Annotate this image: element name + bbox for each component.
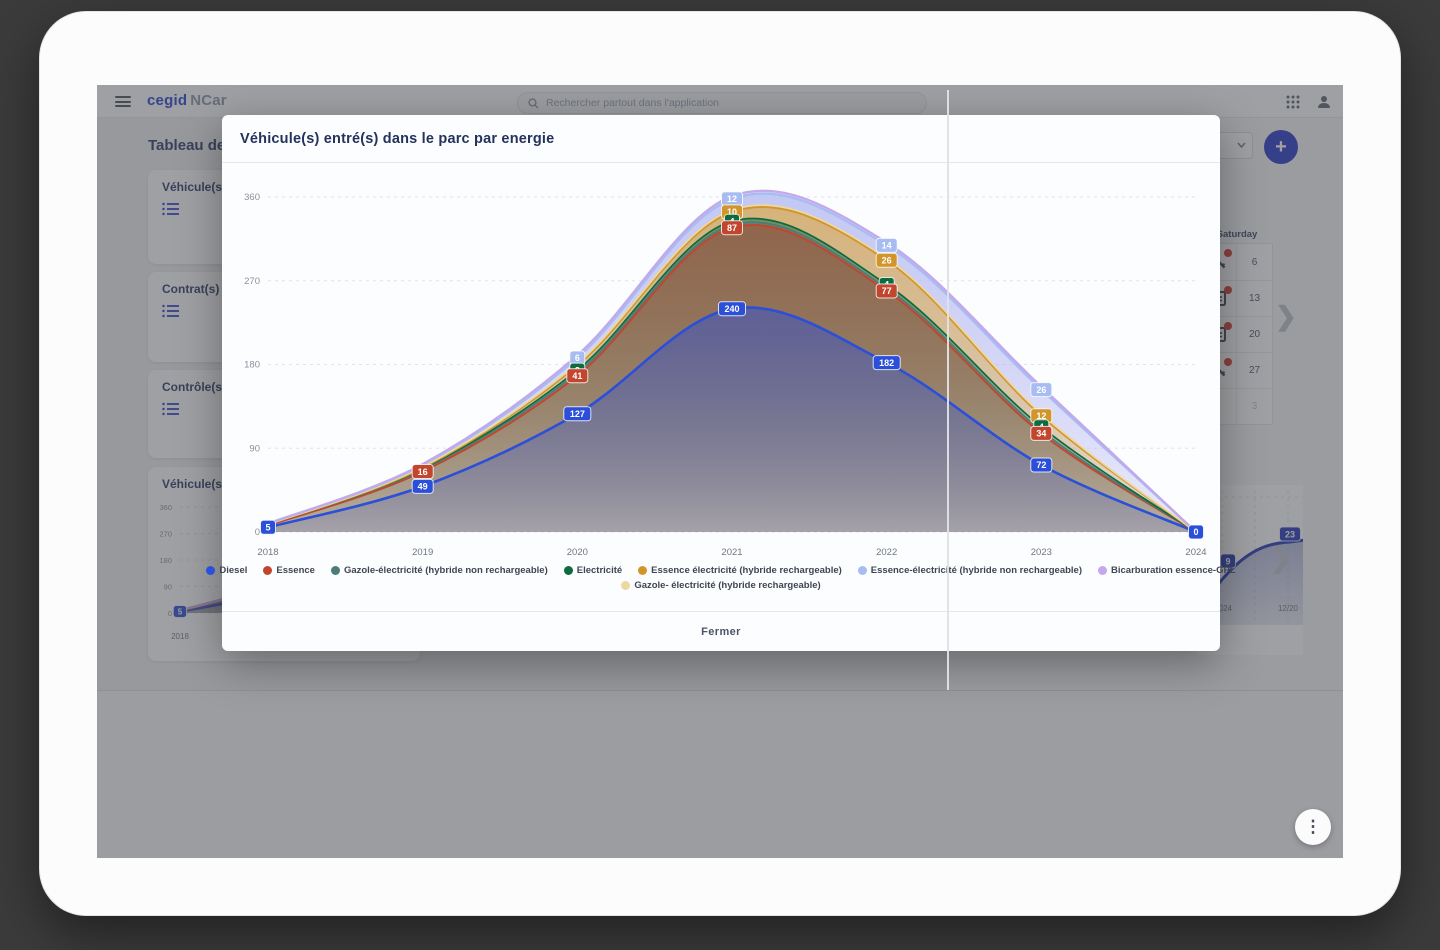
legend-label: Gazole- électricité (hybride rechargeabl…	[634, 580, 821, 591]
data-point-label: 182	[872, 355, 901, 371]
svg-text:10: 10	[727, 207, 737, 217]
legend-color-dot	[263, 566, 273, 575]
legend-item[interactable]: Electricité	[563, 565, 623, 576]
svg-text:87: 87	[727, 223, 737, 233]
chart-legend: Diesel Essence Gazole-électricité (hybride…	[206, 563, 1236, 595]
data-point-label: 87	[721, 220, 743, 236]
legend-item[interactable]: Essence-électricité (hybride non recharg…	[857, 565, 1082, 576]
svg-text:77: 77	[882, 286, 892, 296]
legend-color-dot	[1098, 566, 1107, 575]
modal-title: Véhicule(s) entré(s) dans le parc par en…	[240, 130, 555, 147]
legend-item[interactable]: Gazole-électricité (hybride non recharge…	[330, 565, 548, 576]
data-point-label: 14	[875, 237, 898, 253]
svg-text:12: 12	[727, 194, 737, 204]
data-point-label: 12	[1030, 408, 1053, 424]
svg-text:26: 26	[1036, 385, 1046, 395]
legend-color-dot	[206, 566, 216, 575]
chart-area: 0 90 180 270 360 2018 2019 2020 2021 2022 2023 2024…	[222, 163, 1220, 563]
legend-color-dot	[638, 566, 648, 575]
data-point-label: 240	[718, 301, 746, 317]
legend-label: Gazole-électricité (hybride non recharge…	[343, 565, 548, 576]
svg-text:360: 360	[244, 192, 260, 203]
svg-text:127: 127	[570, 409, 585, 419]
legend-label: Essence	[276, 565, 315, 576]
data-point-label: 0	[1188, 524, 1204, 540]
svg-text:0: 0	[1193, 527, 1198, 537]
data-point-label: 72	[1030, 457, 1053, 473]
legend-item[interactable]: Essence	[263, 565, 315, 576]
svg-text:41: 41	[572, 371, 582, 381]
svg-text:0: 0	[255, 527, 260, 538]
legend-label: Essence-électricité (hybride non recharg…	[870, 565, 1082, 576]
data-point-label: 49	[411, 478, 434, 494]
data-point-label: 12	[721, 191, 743, 207]
legend-label: Electricité	[576, 565, 623, 576]
svg-text:182: 182	[879, 358, 894, 368]
modal-footer: Fermer	[222, 611, 1220, 651]
legend-color-dot	[563, 566, 573, 575]
svg-text:2024: 2024	[1185, 547, 1206, 558]
svg-text:2021: 2021	[721, 547, 742, 558]
data-point-label: 127	[563, 406, 592, 422]
svg-text:6: 6	[575, 353, 580, 363]
svg-text:49: 49	[418, 482, 428, 492]
data-point-label: 5	[260, 519, 276, 535]
svg-text:5: 5	[265, 523, 270, 533]
svg-text:2019: 2019	[412, 547, 433, 558]
svg-text:26: 26	[882, 256, 892, 266]
svg-text:12: 12	[1036, 411, 1046, 421]
svg-text:90: 90	[249, 443, 260, 454]
legend-label: Bicarburation essence-GPL	[1111, 565, 1236, 576]
svg-text:2020: 2020	[567, 547, 588, 558]
svg-text:2022: 2022	[876, 547, 897, 558]
more-options-button[interactable]: ⋮	[1295, 809, 1331, 845]
svg-text:72: 72	[1036, 460, 1046, 470]
svg-text:2023: 2023	[1031, 547, 1052, 558]
legend-item[interactable]: Gazole- électricité (hybride rechargeabl…	[621, 580, 821, 591]
legend-label: Essence électricité (hybride rechargeabl…	[651, 565, 842, 576]
svg-text:2018: 2018	[257, 547, 278, 558]
layout-seam-line	[947, 90, 949, 690]
tablet-frame: cegidNCar Rechercher partout dans l'appl…	[40, 12, 1400, 915]
legend-item[interactable]: Essence électricité (hybride rechargeabl…	[638, 565, 842, 576]
data-point-label: 34	[1030, 425, 1053, 441]
close-button[interactable]: Fermer	[701, 625, 741, 638]
data-point-label: 77	[875, 283, 898, 299]
svg-text:240: 240	[724, 304, 739, 314]
svg-text:16: 16	[418, 467, 428, 477]
legend-label: Diesel	[219, 565, 248, 576]
svg-text:270: 270	[244, 276, 260, 287]
svg-text:14: 14	[882, 241, 892, 251]
legend-color-dot	[621, 581, 631, 590]
energy-area-chart: 0 90 180 270 360 2018 2019 2020 2021 2022 2023 2024…	[244, 189, 1207, 558]
legend-item[interactable]: Diesel	[206, 565, 247, 576]
legend-color-dot	[857, 566, 867, 575]
data-point-label: 26	[875, 252, 898, 268]
energy-chart-modal: Véhicule(s) entré(s) dans le parc par en…	[206, 115, 1236, 651]
legend-color-dot	[330, 566, 340, 575]
data-point-label: 16	[411, 464, 434, 479]
app-viewport: cegidNCar Rechercher partout dans l'appl…	[97, 85, 1343, 858]
modal-header: Véhicule(s) entré(s) dans le parc par en…	[222, 115, 1220, 163]
data-point-label: 26	[1030, 382, 1053, 398]
svg-text:34: 34	[1036, 429, 1046, 439]
data-point-label: 41	[566, 368, 589, 384]
svg-text:180: 180	[244, 360, 260, 371]
legend-item[interactable]: Bicarburation essence-GPL	[1098, 565, 1236, 576]
